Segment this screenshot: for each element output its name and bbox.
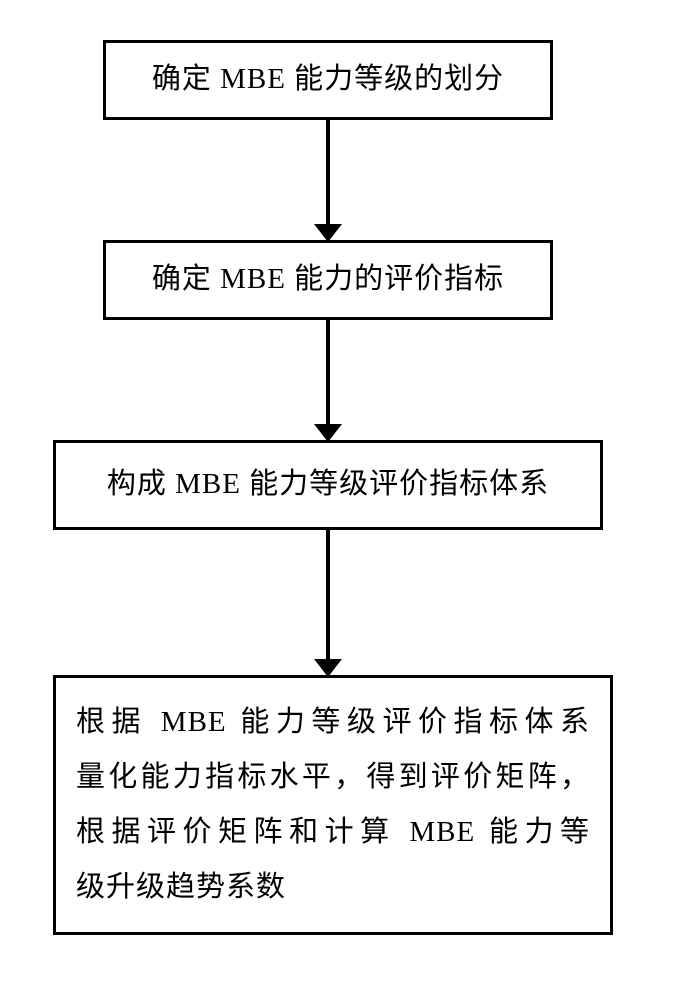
flowchart-node-n2: 确定 MBE 能力的评价指标: [103, 240, 553, 320]
flowchart-node-line: 级升级趋势系数: [76, 860, 590, 915]
flowchart-node-line: 量化能力指标水平，得到评价矩阵，: [76, 750, 590, 805]
flowchart-node-text-n2: 确定 MBE 能力的评价指标: [152, 252, 504, 307]
flowchart-arrow-line-1: [326, 320, 330, 426]
flowchart-node-text-n4: 根据 MBE 能力等级评价指标体系量化能力指标水平，得到评价矩阵，根据评价矩阵和…: [76, 695, 590, 915]
flowchart-arrow-head-0: [314, 224, 342, 242]
flowchart-arrow-head-1: [314, 424, 342, 442]
flowchart-node-n4: 根据 MBE 能力等级评价指标体系量化能力指标水平，得到评价矩阵，根据评价矩阵和…: [53, 675, 613, 935]
flowchart-arrow-line-0: [326, 120, 330, 226]
flowchart-arrow-head-2: [314, 659, 342, 677]
flowchart-node-n3: 构成 MBE 能力等级评价指标体系: [53, 440, 603, 530]
flowchart-node-line: 根据评价矩阵和计算 MBE 能力等: [76, 805, 590, 860]
flowchart-node-line: 根据 MBE 能力等级评价指标体系: [76, 695, 590, 750]
flowchart-arrow-line-2: [326, 530, 330, 661]
flowchart-node-text-n3: 构成 MBE 能力等级评价指标体系: [107, 457, 549, 512]
flowchart-node-text-n1: 确定 MBE 能力等级的划分: [152, 52, 504, 107]
flowchart-node-n1: 确定 MBE 能力等级的划分: [103, 40, 553, 120]
